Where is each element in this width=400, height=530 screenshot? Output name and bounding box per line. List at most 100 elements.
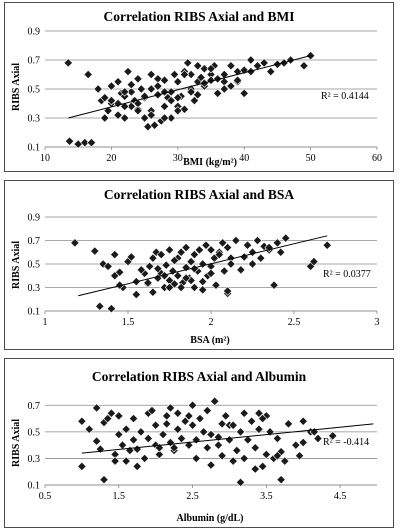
y-tick-label: 0.9 <box>28 213 41 224</box>
data-point <box>299 61 309 71</box>
data-point <box>313 433 323 444</box>
data-point <box>126 80 136 90</box>
y-axis-label: RIBS Axial <box>11 241 22 289</box>
data-point <box>298 437 308 448</box>
data-point <box>154 443 164 453</box>
data-point <box>201 240 211 250</box>
data-point <box>217 238 228 248</box>
data-point <box>291 440 301 450</box>
data-point <box>161 260 171 270</box>
data-point <box>195 413 205 424</box>
y-tick-label: 0.3 <box>28 454 41 465</box>
x-tick-label: 2.5 <box>288 317 301 328</box>
data-point <box>90 246 100 256</box>
data-point <box>143 122 153 132</box>
scatter-chart-albumin: Correlation RIBS Axial and Albumin RIBS … <box>11 369 377 524</box>
x-tick-label: 1.5 <box>113 491 126 502</box>
data-point <box>164 282 175 293</box>
data-point <box>173 408 183 418</box>
data-point <box>213 88 223 98</box>
x-tick-label: 30 <box>173 153 183 164</box>
data-point <box>166 95 176 106</box>
scatter-chart-bmi: Correlation RIBS Axial and BMI RIBS Axia… <box>11 9 383 168</box>
data-point <box>132 444 142 454</box>
data-point <box>186 69 196 80</box>
data-point <box>236 265 246 275</box>
r-squared-annotation: R² = -0.414 <box>323 437 369 448</box>
data-point <box>309 257 319 267</box>
chart-panel-bmi: Correlation RIBS Axial and BMI RIBS Axia… <box>4 2 394 172</box>
data-point <box>247 259 258 269</box>
data-point <box>280 456 290 466</box>
chart-panel-bsa: Correlation RIBS Axial and BSA RIBS Axia… <box>4 180 394 350</box>
data-point <box>281 233 291 243</box>
data-point <box>247 247 258 257</box>
data-point <box>164 245 175 255</box>
data-point <box>181 242 191 253</box>
data-point <box>95 444 105 454</box>
data-point <box>162 411 172 421</box>
data-point <box>189 282 200 293</box>
data-point <box>191 435 201 445</box>
data-point <box>162 419 172 429</box>
data-point <box>186 87 196 97</box>
data-point <box>113 98 123 109</box>
data-point <box>84 424 94 434</box>
data-point <box>148 253 158 263</box>
x-tick-label: 3 <box>375 317 380 328</box>
scatter-chart-bsa: Correlation RIBS Axial and BSA RIBS Axia… <box>11 187 380 346</box>
data-point <box>242 240 253 250</box>
r-squared-annotation: R² = 0.0377 <box>323 269 371 280</box>
data-point <box>113 110 123 120</box>
data-point <box>206 64 216 74</box>
data-point <box>193 90 203 100</box>
chart-title: Correlation RIBS Axial and BMI <box>103 9 294 24</box>
data-point <box>294 451 305 461</box>
data-point <box>235 427 246 437</box>
chart-title: Correlation RIBS Axial and Albumin <box>92 369 307 384</box>
y-tick-label: 0.1 <box>28 481 41 492</box>
data-point <box>239 453 249 464</box>
data-point <box>159 75 170 85</box>
data-point <box>159 113 170 123</box>
data-point <box>250 464 260 474</box>
data-point <box>159 101 170 112</box>
data-point <box>99 475 109 485</box>
data-point <box>146 69 156 80</box>
data-point <box>92 403 102 413</box>
data-point <box>158 429 168 440</box>
data-point <box>198 285 208 295</box>
data-point <box>272 433 283 444</box>
data-point <box>128 435 139 445</box>
data-point <box>213 74 223 84</box>
data-point <box>173 106 183 116</box>
data-point <box>254 424 264 434</box>
data-point <box>173 77 183 87</box>
plot-area: 0.1 0.3 0.5 0.7 0.9 10 20 30 40 50 60 <box>28 27 383 165</box>
data-point <box>153 81 163 91</box>
data-point <box>202 443 212 453</box>
data-point <box>139 91 150 101</box>
data-point <box>258 461 268 472</box>
data-point <box>184 440 194 450</box>
data-point <box>286 55 296 65</box>
y-tick-label: 0.7 <box>28 56 41 67</box>
data-point <box>328 431 338 441</box>
data-point <box>148 287 158 297</box>
data-point <box>206 268 216 279</box>
data-point <box>261 449 271 460</box>
data-point <box>176 247 186 257</box>
data-point <box>113 77 123 87</box>
data-point <box>120 87 130 97</box>
data-point <box>231 235 241 246</box>
data-point <box>176 282 186 293</box>
data-point <box>186 257 196 267</box>
y-tick-label: 0.7 <box>28 401 41 412</box>
data-point <box>250 443 260 453</box>
data-point <box>252 235 263 246</box>
x-tick-label: 60 <box>372 153 382 164</box>
data-point <box>100 93 110 103</box>
chart-title: Correlation RIBS Axial and BSA <box>104 187 295 202</box>
data-point <box>254 408 264 418</box>
data-point <box>120 101 130 112</box>
